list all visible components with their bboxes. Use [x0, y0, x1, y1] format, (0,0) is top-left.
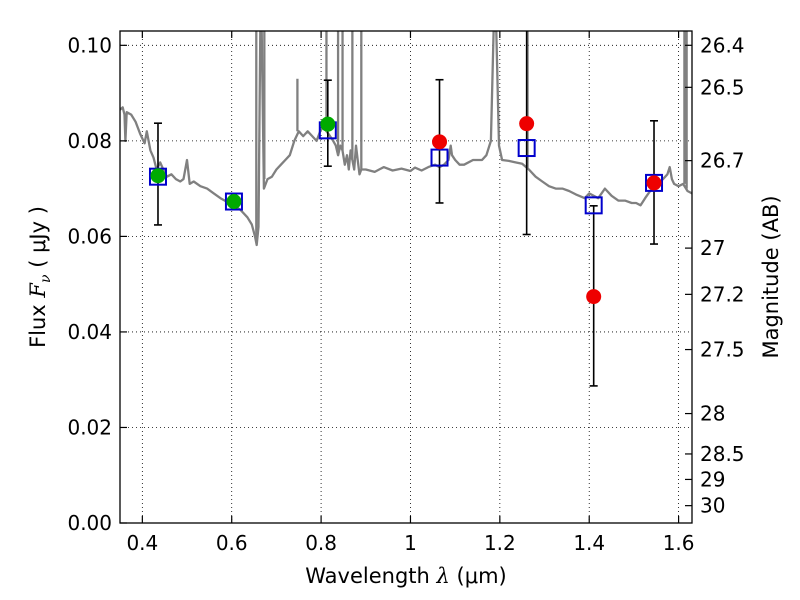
y-axis-label: Flux Fν ( μJy ): [26, 206, 54, 348]
right-y-tick-label: 27: [700, 236, 725, 260]
x-tick-label: 0.6: [216, 531, 248, 555]
x-tick-label: 1: [404, 531, 417, 555]
plot-frame: [119, 30, 693, 524]
observed-optical-point: [150, 168, 166, 184]
observed-nir-point: [519, 116, 535, 132]
model-photometry-point: [517, 139, 536, 158]
spectrum-line: [120, 31, 692, 247]
right-y-tick-label: 27.5: [700, 338, 745, 362]
x-tick-label: 0.4: [126, 531, 158, 555]
right-y-tick-label: 30: [700, 494, 725, 518]
y-tick-label: 0.04: [67, 320, 112, 344]
model-photometry-point: [224, 192, 243, 211]
plot-area: [120, 31, 692, 387]
y-tick-label: 0.08: [67, 129, 112, 153]
observed-optical-point: [320, 116, 336, 132]
x-tick-label: 1.4: [573, 531, 605, 555]
right-y-tick-label: 26.5: [700, 75, 745, 99]
y-tick-label: 0.10: [67, 33, 112, 57]
x-tick-label: 1.6: [663, 531, 695, 555]
model-photometry-point: [645, 173, 664, 192]
model-photometry-point: [430, 148, 449, 167]
model-photometry-point: [584, 196, 603, 215]
observed-nir-point: [646, 175, 662, 191]
right-y-tick-label: 26.4: [700, 33, 745, 57]
x-tick-label: 1.2: [484, 531, 516, 555]
right-y-tick-label: 28: [700, 402, 725, 426]
observed-nir-point: [432, 134, 448, 150]
plot-background: [120, 31, 692, 523]
right-y-tick-label: 27.2: [700, 282, 745, 306]
y-tick-label: 0.06: [67, 224, 112, 248]
y-tick-label: 0.00: [67, 511, 112, 535]
right-y-tick-label: 28.5: [700, 442, 745, 466]
axis-ticks: [120, 31, 692, 524]
right-y-tick-label: 29: [700, 467, 725, 491]
y-tick-label: 0.02: [67, 415, 112, 439]
right-y-tick-label: 26.7: [700, 149, 745, 173]
x-axis-label: Wavelength λ (μm): [305, 564, 506, 588]
y-axis-right-label: Magnitude (AB): [759, 195, 783, 358]
x-tick-label: 0.8: [305, 531, 337, 555]
observed-nir-point: [586, 289, 602, 305]
observed-optical-point: [226, 194, 242, 210]
